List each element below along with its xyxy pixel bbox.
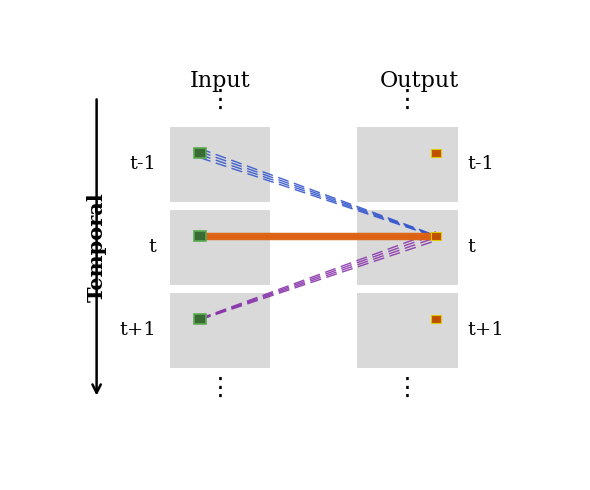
Text: ⋮: ⋮ <box>395 88 420 112</box>
Text: t-1: t-1 <box>467 155 494 173</box>
Bar <box>170 293 270 368</box>
Bar <box>194 148 206 158</box>
Text: ⋮: ⋮ <box>208 376 232 400</box>
Text: t+1: t+1 <box>119 321 156 340</box>
Bar <box>170 127 270 202</box>
Bar <box>170 210 270 285</box>
Bar <box>194 231 206 241</box>
Bar <box>431 315 441 323</box>
Bar <box>358 293 458 368</box>
Text: t: t <box>467 239 475 256</box>
Text: t-1: t-1 <box>129 155 156 173</box>
Bar <box>194 315 206 324</box>
Bar <box>358 210 458 285</box>
Text: t: t <box>148 239 156 256</box>
Text: Input: Input <box>190 70 250 92</box>
Bar <box>431 232 441 240</box>
Text: t+1: t+1 <box>467 321 504 340</box>
Bar <box>358 127 458 202</box>
Text: ⋮: ⋮ <box>395 376 420 400</box>
Text: Temporal: Temporal <box>87 193 107 302</box>
Text: Output: Output <box>379 70 458 92</box>
Bar <box>431 149 441 157</box>
Text: ⋮: ⋮ <box>208 88 232 112</box>
